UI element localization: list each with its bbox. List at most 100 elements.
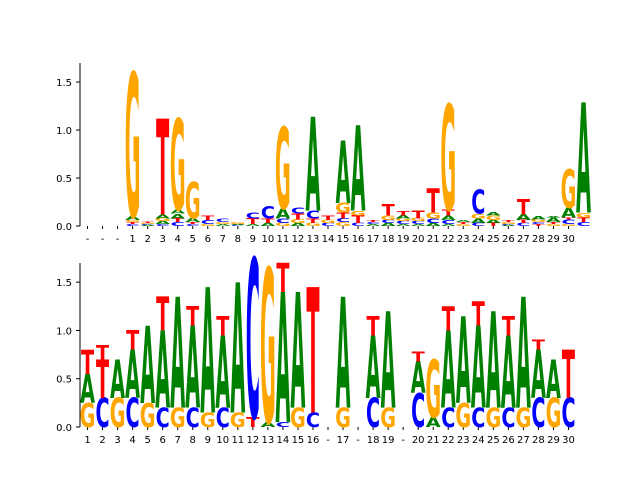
logo-letter-g: G (275, 106, 291, 236)
logo-letter-c: C (441, 404, 455, 434)
logo-letter-a: A (441, 309, 456, 433)
x-tick-label: 26 (502, 234, 515, 245)
x-tick-label: 9 (205, 435, 211, 446)
logo-letter-t: T (532, 338, 546, 353)
logo-letter-g: G (185, 172, 201, 230)
logo-letter-a: A (546, 217, 562, 224)
logo-letter-a: A (260, 223, 275, 228)
x-tick-label: 8 (235, 234, 241, 245)
logo-letter-a: A (291, 223, 306, 228)
x-tick-label: 13 (307, 234, 320, 245)
logo-letter-a: A (140, 225, 156, 227)
x-tick-label: 28 (532, 234, 545, 245)
x-tick-label: 22 (442, 234, 455, 245)
logo-letter-t: T (261, 218, 274, 225)
logo-letter-t: T (291, 212, 304, 221)
logo-letter-a: A (516, 266, 531, 444)
x-tick-label: 7 (220, 234, 226, 245)
logo-letter-a: A (576, 74, 591, 249)
x-tick-label: 25 (487, 234, 500, 245)
logo-letter-c: C (156, 404, 170, 434)
x-tick-label: 15 (337, 234, 350, 245)
x-tick-label: 5 (144, 435, 150, 446)
logo-letter-a: A (336, 124, 351, 223)
logo-letter-c: C (321, 223, 335, 228)
x-tick-label: 10 (262, 234, 275, 245)
logo-letter-a: A (275, 256, 290, 464)
x-tick-label: 16 (307, 435, 320, 446)
logo-letter-a: A (170, 209, 185, 215)
logo-letter-c: C (471, 184, 485, 222)
logo-letter-t: T (186, 303, 199, 333)
logo-letter-a: A (486, 286, 501, 440)
logo-letter-a: A (245, 224, 260, 227)
x-tick-label: 28 (532, 435, 545, 446)
logo-letter-c: C (291, 207, 305, 216)
x-tick-label: - (326, 435, 330, 446)
logo-letter-c: C (306, 209, 320, 221)
logo-letter-c: C (95, 391, 109, 437)
logo-letter-a: A (381, 286, 396, 440)
logo-letter-g: G (230, 409, 246, 432)
logo-letter-a: A (200, 252, 215, 453)
logo-letter-t: T (442, 301, 455, 339)
logo-letter-g: G (200, 409, 216, 432)
logo-letter-c: C (411, 221, 425, 226)
logo-letter-t: T (502, 312, 515, 342)
x-tick-label: 13 (262, 435, 275, 446)
x-tick-label: 21 (427, 234, 440, 245)
logo-letter-g: G (500, 222, 516, 225)
x-tick-label: 10 (216, 435, 229, 446)
x-tick-label: 15 (292, 435, 305, 446)
logo-letter-a: A (381, 223, 396, 228)
x-tick-label: 3 (159, 234, 165, 245)
logo-letter-t: T (472, 296, 485, 334)
logo-letter-c: C (276, 218, 290, 225)
logo-letter-c: C (471, 223, 485, 228)
logo-letter-t: T (156, 94, 169, 247)
logo-letter-t: T (96, 341, 110, 364)
logo-letter-g: G (275, 223, 291, 228)
x-tick-label: 4 (129, 435, 135, 446)
logo-letter-c: C (471, 404, 485, 434)
logo-letter-a: A (426, 415, 441, 430)
logo-letter-t: T (201, 215, 214, 222)
x-tick-label: - (401, 435, 405, 446)
logo-letter-t: T (276, 256, 290, 302)
logo-letter-c: C (216, 219, 230, 224)
logo-letter-a: A (230, 247, 245, 455)
logo-letter-a: A (441, 224, 456, 227)
logo-letter-a: A (215, 316, 230, 431)
logo-letter-g: G (455, 224, 471, 227)
logo-letter-g: G (576, 212, 592, 219)
logo-letter-c: C (336, 218, 350, 224)
logo-letter-g: G (290, 404, 306, 434)
y-tick-label: 1.0 (56, 326, 72, 337)
x-tick-label: 11 (277, 234, 290, 245)
logo-letter-a: A (396, 224, 411, 227)
logo-letter-g: G (290, 219, 306, 225)
x-tick-label: 5 (190, 234, 196, 245)
x-tick-label: - (86, 234, 90, 245)
logo-letter-c: C (306, 409, 320, 432)
logo-letter-c: C (396, 221, 410, 226)
logo-letter-t: T (442, 208, 455, 217)
logo-panel-top: 0.00.51.01.5- - -1 2 3 4 5 6 7 8 9 10 11 12 13 14 15 16 17… (56, 35, 591, 264)
logo-letter-c: C (261, 203, 275, 223)
logo-letter-a: A (471, 218, 487, 225)
logo-letter-a: A (185, 218, 200, 224)
logo-letter-a: A (546, 216, 562, 218)
logo-letter-a: A (546, 350, 561, 411)
logo-letter-a: A (125, 338, 140, 414)
logo-letter-t: T (382, 202, 395, 220)
logo-letter-g: G (546, 391, 562, 437)
logo-letter-t: T (502, 220, 516, 223)
x-tick-label: 1 (129, 234, 135, 245)
logo-letter-g: G (516, 404, 532, 434)
y-tick-label: 0.5 (56, 375, 72, 386)
logo-letter-t: T (412, 349, 426, 364)
x-tick-label: 17 (337, 435, 350, 446)
logo-letter-g: G (215, 222, 231, 225)
x-tick-label: 18 (367, 435, 380, 446)
